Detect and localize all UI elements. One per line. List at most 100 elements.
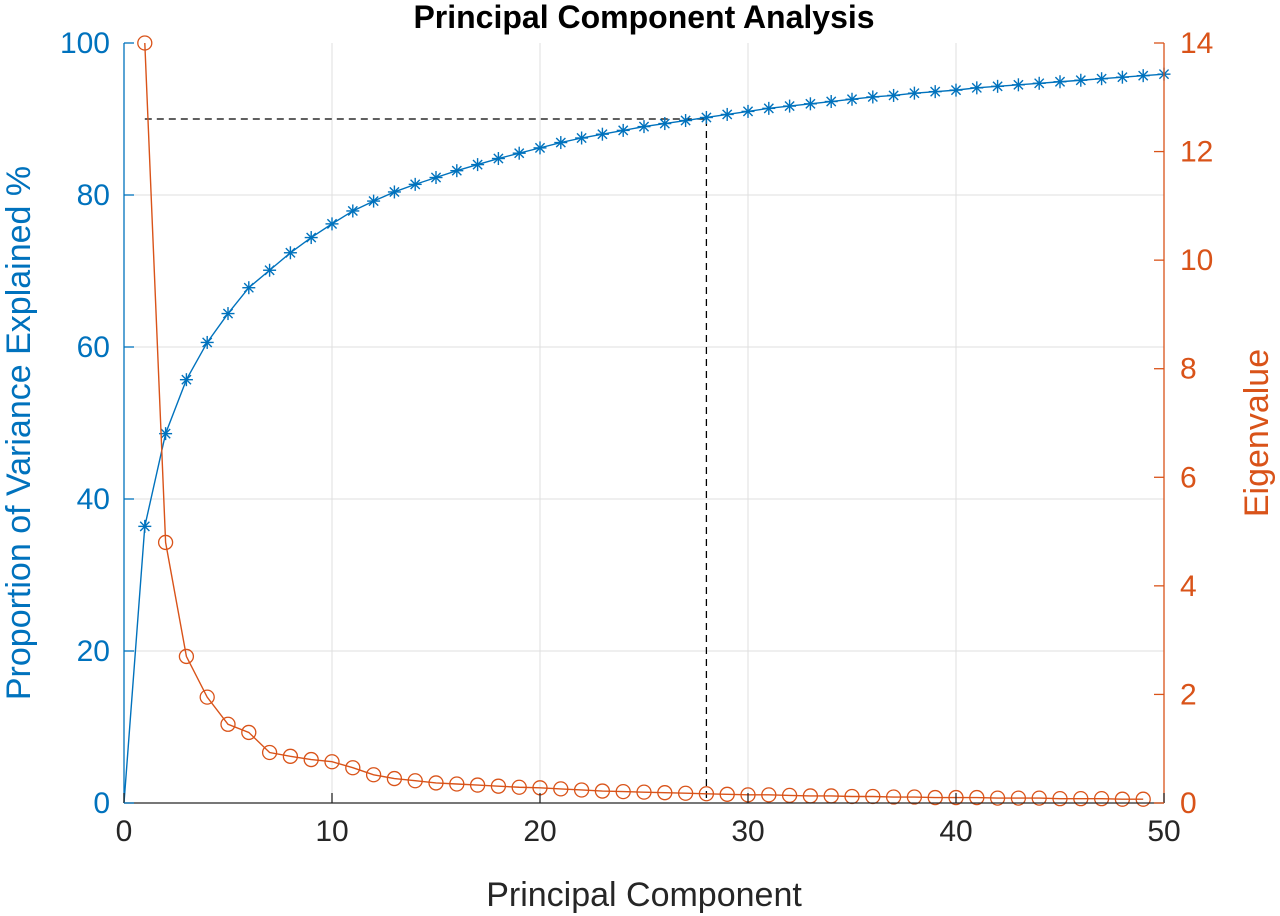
variance-point [179, 373, 193, 387]
eigenvalue-point [553, 781, 569, 797]
variance-point [221, 307, 235, 321]
variance-point [533, 141, 547, 155]
variance-point [1011, 78, 1025, 92]
eigenvalue-point [636, 784, 652, 800]
variance-point [408, 177, 422, 191]
variance-point [450, 164, 464, 178]
y-tick-label-left: 100 [60, 27, 110, 60]
eigenvalue-point [1031, 790, 1047, 806]
eigenvalue-point [345, 760, 361, 776]
y-tick-label-right: 4 [1180, 570, 1197, 603]
variance-point [928, 85, 942, 99]
variance-point [387, 185, 401, 199]
x-tick-label: 30 [731, 815, 764, 848]
variance-point [803, 97, 817, 111]
eigenvalue-point [449, 776, 465, 792]
variance-point [367, 194, 381, 208]
variance-point [887, 88, 901, 102]
variance-point [699, 110, 713, 124]
y-tick-label-left: 80 [77, 179, 110, 212]
x-tick-label: 50 [1147, 815, 1180, 848]
eigenvalue-point [386, 770, 403, 787]
variance-point [907, 86, 921, 100]
eigenvalue-point [989, 790, 1006, 806]
variance-point [200, 335, 214, 349]
eigenvalue-point [906, 789, 923, 805]
x-tick-label: 20 [523, 815, 556, 848]
eigenvalue-point [282, 748, 299, 764]
variance-point [283, 246, 297, 260]
eigenvalue-point [969, 789, 985, 806]
eigenvalue-point [469, 777, 486, 793]
y-tick-label-left: 20 [77, 635, 110, 668]
variance-point [471, 158, 485, 172]
variance-point [429, 171, 443, 185]
eigenvalue-point [1073, 791, 1089, 807]
eigenvalue-point [761, 787, 777, 803]
eigenvalue-point [137, 35, 153, 51]
variance-point [679, 114, 693, 128]
eigenvalue-point [199, 689, 215, 705]
variance-point [970, 81, 984, 95]
eigenvalue-point [1135, 791, 1151, 807]
variance-point [1115, 70, 1129, 84]
variance-point [1053, 75, 1067, 89]
eigenvalue-point [324, 754, 340, 770]
y-tick-label-right: 12 [1180, 136, 1213, 169]
eigenvalue-point [927, 789, 943, 806]
eigenvalue-point [511, 779, 527, 795]
eigenvalue-point [157, 534, 174, 551]
variance-point [304, 231, 318, 245]
eigenvalue-point [428, 775, 444, 791]
variance-point [949, 83, 963, 97]
x-tick-label: 40 [939, 815, 972, 848]
variance-point [762, 101, 776, 115]
variance-point [991, 79, 1005, 93]
eigenvalue-point [1052, 791, 1068, 807]
eigenvalue-point [719, 786, 735, 802]
variance-point [824, 95, 838, 109]
variance-point [658, 117, 672, 131]
variance-point [512, 146, 526, 160]
eigenvalue-point [885, 789, 902, 805]
grid [124, 43, 1164, 803]
eigenvalue-point [178, 648, 195, 665]
eigenvalue-line [144, 42, 1144, 800]
eigenvalue-point [261, 744, 278, 761]
eigenvalue-point [1093, 791, 1110, 807]
eigenvalue-point [594, 783, 611, 799]
eigenvalue-point [303, 751, 319, 768]
eigenvalue-point [948, 789, 964, 806]
variance-point [845, 92, 859, 106]
eigenvalue-point [573, 782, 590, 798]
chart-title: Principal Component Analysis [413, 0, 874, 35]
variance-point [575, 131, 589, 145]
variance-point [263, 263, 277, 277]
variance-point [637, 120, 651, 134]
y-tick-label-right: 10 [1180, 244, 1213, 277]
eigenvalue-point [1114, 791, 1131, 807]
eigenvalue-point [365, 767, 382, 783]
x-tick-label: 0 [116, 815, 133, 848]
variance-point [242, 281, 256, 295]
y-tick-label-right: 2 [1180, 678, 1197, 711]
x-axis-label: Principal Component [486, 876, 802, 914]
eigenvalue-point [407, 773, 423, 789]
variance-point [1095, 72, 1109, 86]
variance-point [1136, 69, 1150, 83]
variance-point [616, 123, 630, 137]
y-tick-label-right: 14 [1180, 27, 1213, 60]
variance-point [720, 107, 734, 121]
y-axis-label-right: Eigenvalue [1238, 349, 1276, 517]
variance-point [325, 217, 339, 231]
y-tick-label-right: 0 [1180, 787, 1197, 820]
eigenvalue-point [657, 785, 673, 801]
variance-point [866, 90, 880, 104]
y-tick-label-left: 0 [93, 787, 110, 820]
variance-point [554, 136, 568, 150]
variance-point [741, 104, 755, 118]
plot-area [123, 35, 1171, 807]
eigenvalue-point [677, 785, 694, 801]
